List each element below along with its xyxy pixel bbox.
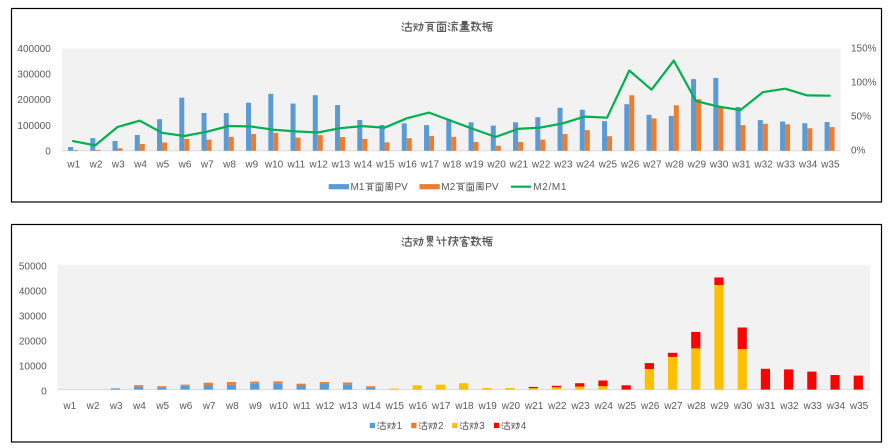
svg-text:w24: w24 xyxy=(594,401,614,412)
svg-text:w30: w30 xyxy=(709,159,729,170)
svg-text:PV: PV xyxy=(485,182,499,193)
svg-text:w12: w12 xyxy=(315,401,335,412)
svg-text:10000: 10000 xyxy=(19,361,47,372)
svg-text:300000: 300000 xyxy=(17,70,51,81)
svg-text:w26: w26 xyxy=(640,401,660,412)
svg-text:w15: w15 xyxy=(375,159,395,170)
svg-text:100%: 100% xyxy=(851,77,877,88)
svg-text:w24: w24 xyxy=(575,159,595,170)
svg-text:w18: w18 xyxy=(454,401,474,412)
svg-text:1: 1 xyxy=(397,421,403,432)
svg-text:PV: PV xyxy=(394,182,408,193)
svg-text:w30: w30 xyxy=(733,401,753,412)
svg-text:w25: w25 xyxy=(617,401,637,412)
svg-text:40000: 40000 xyxy=(19,287,47,298)
svg-text:w15: w15 xyxy=(385,401,405,412)
svg-text:0: 0 xyxy=(45,146,51,157)
svg-text:w34: w34 xyxy=(798,159,818,170)
svg-text:w23: w23 xyxy=(553,159,573,170)
svg-text:150%: 150% xyxy=(851,43,877,54)
svg-text:w12: w12 xyxy=(308,159,328,170)
svg-text:w34: w34 xyxy=(826,401,846,412)
svg-text:400000: 400000 xyxy=(17,44,51,55)
svg-text:w35: w35 xyxy=(820,159,840,170)
svg-text:w14: w14 xyxy=(361,401,381,412)
svg-text:w22: w22 xyxy=(531,159,551,170)
svg-text:w27: w27 xyxy=(663,401,683,412)
svg-text:w35: w35 xyxy=(849,401,869,412)
svg-text:w1: w1 xyxy=(62,401,76,412)
svg-text:w13: w13 xyxy=(338,401,358,412)
svg-text:w25: w25 xyxy=(598,159,618,170)
svg-text:w23: w23 xyxy=(570,401,590,412)
svg-text:30000: 30000 xyxy=(19,311,47,322)
svg-text:0%: 0% xyxy=(851,146,866,157)
svg-text:w7: w7 xyxy=(202,401,216,412)
svg-text:M1: M1 xyxy=(351,182,365,193)
svg-text:w32: w32 xyxy=(753,159,773,170)
svg-text:w19: w19 xyxy=(477,401,497,412)
svg-text:200000: 200000 xyxy=(17,95,51,106)
svg-text:w26: w26 xyxy=(620,159,640,170)
svg-text:w33: w33 xyxy=(802,401,822,412)
svg-text:w5: w5 xyxy=(155,159,169,170)
svg-text:w10: w10 xyxy=(264,159,284,170)
svg-text:w4: w4 xyxy=(133,159,147,170)
svg-text:w19: w19 xyxy=(464,159,484,170)
svg-text:0: 0 xyxy=(41,386,47,397)
svg-text:w9: w9 xyxy=(244,159,258,170)
svg-text:w2: w2 xyxy=(86,401,100,412)
svg-text:w4: w4 xyxy=(132,401,146,412)
svg-text:w14: w14 xyxy=(353,159,373,170)
svg-text:w18: w18 xyxy=(442,159,462,170)
svg-text:w8: w8 xyxy=(225,401,239,412)
svg-text:w11: w11 xyxy=(287,159,306,170)
svg-text:w20: w20 xyxy=(501,401,521,412)
svg-text:w6: w6 xyxy=(178,159,192,170)
svg-text:50000: 50000 xyxy=(19,262,47,273)
svg-text:2: 2 xyxy=(438,421,444,432)
svg-text:20000: 20000 xyxy=(19,336,47,347)
svg-text:w17: w17 xyxy=(431,401,451,412)
svg-text:w32: w32 xyxy=(779,401,799,412)
svg-text:w27: w27 xyxy=(642,159,662,170)
svg-text:M2: M2 xyxy=(441,182,455,193)
svg-text:w21: w21 xyxy=(509,159,529,170)
svg-text:w5: w5 xyxy=(155,401,169,412)
svg-text:w6: w6 xyxy=(178,401,192,412)
svg-text:w29: w29 xyxy=(710,401,730,412)
svg-text:w16: w16 xyxy=(408,401,428,412)
svg-text:w28: w28 xyxy=(686,401,706,412)
svg-text:w20: w20 xyxy=(486,159,506,170)
svg-text:w31: w31 xyxy=(756,401,776,412)
svg-text:w11: w11 xyxy=(292,401,311,412)
svg-text:w21: w21 xyxy=(524,401,544,412)
svg-text:w2: w2 xyxy=(89,159,103,170)
svg-text:w3: w3 xyxy=(109,401,123,412)
svg-text:w13: w13 xyxy=(331,159,351,170)
svg-text:w33: w33 xyxy=(776,159,796,170)
svg-text:w7: w7 xyxy=(200,159,214,170)
svg-text:50%: 50% xyxy=(851,112,871,123)
svg-text:w1: w1 xyxy=(66,159,80,170)
svg-text:4: 4 xyxy=(521,421,527,432)
svg-text:w8: w8 xyxy=(222,159,236,170)
svg-text:100000: 100000 xyxy=(17,121,51,132)
svg-text:w9: w9 xyxy=(248,401,262,412)
svg-text:w17: w17 xyxy=(420,159,440,170)
svg-text:w28: w28 xyxy=(664,159,684,170)
svg-text:w31: w31 xyxy=(731,159,751,170)
svg-text:3: 3 xyxy=(479,421,485,432)
svg-text:w29: w29 xyxy=(687,159,707,170)
svg-text:w16: w16 xyxy=(397,159,417,170)
svg-text:M2/M1: M2/M1 xyxy=(533,182,567,193)
svg-text:w10: w10 xyxy=(269,401,289,412)
svg-text:w3: w3 xyxy=(111,159,125,170)
svg-text:w22: w22 xyxy=(547,401,567,412)
